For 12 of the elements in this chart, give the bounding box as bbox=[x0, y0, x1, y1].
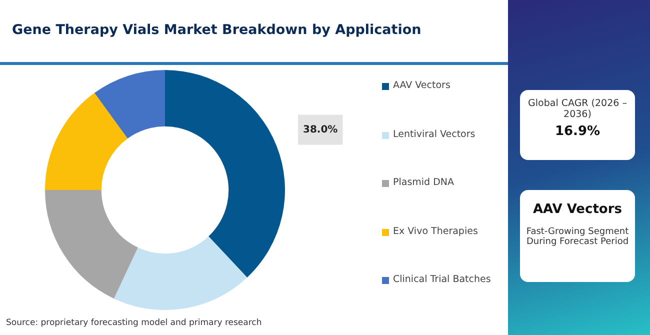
legend-label: Ex Vivo Therapies bbox=[393, 226, 478, 236]
source-note: Source: proprietary forecasting model and primary research bbox=[6, 318, 262, 328]
legend-label: Lentiviral Vectors bbox=[393, 128, 476, 140]
data-label: 38.0% bbox=[302, 124, 338, 136]
text: Global CAGR (2026 – 2036) bbox=[528, 98, 627, 120]
legend-label: Plasmid DNA bbox=[393, 177, 454, 188]
legend-label: AAV Vectors bbox=[393, 80, 450, 91]
legend-label: Clinical Trial Batches bbox=[393, 274, 491, 285]
chart-title: Gene Therapy Vials Market Breakdown by Application bbox=[12, 22, 422, 38]
text: Fast-Growing Segment During Forecast Period bbox=[526, 227, 629, 247]
text: 16.9% bbox=[554, 124, 602, 139]
text: AAV Vectors bbox=[532, 202, 623, 217]
